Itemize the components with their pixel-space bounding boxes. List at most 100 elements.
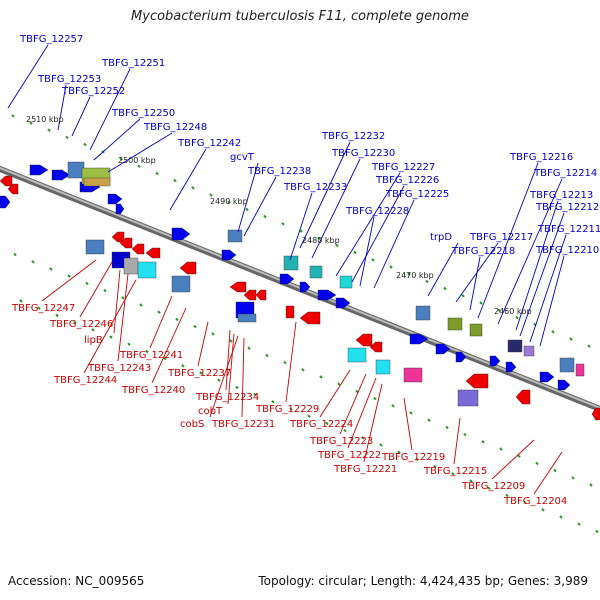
bottom-label-leader: [79, 261, 113, 318]
gene-label-top: TBFG_12218: [451, 246, 515, 257]
scale-tick: [281, 222, 285, 226]
scale-tick: [479, 301, 483, 305]
gene-label-bottom: TBFG_12241: [119, 350, 183, 361]
top-label-leader: [93, 118, 141, 161]
bottom-label-leader: [225, 329, 231, 391]
scale-tick: [109, 335, 113, 339]
reverse-gene: [7, 183, 19, 195]
scale-tick: [155, 171, 159, 176]
scale-tick: [301, 368, 305, 372]
scale-tick: [517, 454, 521, 458]
scale-tick: [461, 294, 465, 298]
scale-tick: [571, 476, 575, 480]
reverse-gene: [131, 243, 145, 255]
top-label-leader: [243, 176, 277, 237]
reverse-gene-box: [457, 389, 479, 407]
top-label-leader: [89, 68, 131, 151]
bottom-label-leader: [41, 259, 97, 302]
reverse-gene: [229, 281, 247, 293]
top-label-leader: [515, 200, 559, 331]
forward-gene-box: [507, 339, 523, 353]
scale-tick: [191, 186, 195, 190]
gene-label-top: TBFG_12253: [37, 74, 101, 85]
reverse-gene-box: [171, 275, 191, 293]
scale-tick: [505, 493, 509, 498]
forward-gene: [29, 164, 49, 176]
forward-gene: [455, 351, 467, 363]
top-label-leader: [71, 96, 91, 137]
forward-gene: [435, 343, 451, 355]
reverse-gene: [369, 341, 383, 353]
scale-tick: [553, 468, 557, 473]
gene-label-top: TBFG_12210: [535, 245, 599, 256]
gene-label-bottom: TBFG_12204: [503, 496, 567, 507]
reverse-gene: [255, 289, 267, 301]
forward-gene-box: [415, 305, 431, 321]
gene-label-top: TBFG_12227: [371, 162, 435, 173]
reverse-gene-box: [403, 367, 423, 383]
scale-tick: [445, 425, 449, 430]
scale-tick: [19, 299, 23, 303]
scale-tick: [193, 324, 197, 329]
forward-gene-box: [67, 161, 85, 179]
top-label-leader: [529, 234, 567, 343]
scale-tick: [91, 328, 95, 332]
scale-tick: [47, 128, 51, 132]
forward-gene: [505, 361, 517, 373]
gene-label-top: TBFG_12216: [509, 152, 573, 163]
top-label-leader: [7, 44, 49, 109]
gene-label-top: TBFG_12214: [533, 168, 597, 179]
bottom-label-leader: [285, 321, 297, 403]
accession-text: Accession: NC_009565: [8, 574, 145, 588]
reverse-gene: [355, 333, 373, 347]
scale-tick: [551, 330, 555, 334]
gene-features: [0, 161, 600, 421]
bottom-label-leader: [227, 333, 235, 405]
scale-tick: [409, 411, 413, 415]
scale-tick: [589, 483, 593, 487]
scale-tick: [163, 356, 167, 361]
scale-tick: [119, 157, 123, 161]
gene-label-bottom: TBFG_12229: [255, 404, 319, 415]
scale-tick: [355, 389, 359, 394]
scale-label: 2480 kbp: [302, 236, 340, 245]
scale-tick: [11, 114, 15, 118]
scale-tick: [13, 252, 17, 257]
scale-tick: [389, 265, 393, 269]
bottom-label-leader: [209, 335, 239, 418]
reverse-gene-box: [347, 347, 367, 363]
forward-gene: [107, 193, 123, 205]
forward-gene-box: [339, 275, 353, 289]
forward-gene-box: [447, 317, 463, 331]
scale-tick: [595, 529, 599, 534]
scale-tick: [247, 346, 251, 350]
scale-tick: [541, 508, 545, 512]
top-label-leader: [289, 192, 313, 261]
gene-label-bottom: TBFG_12243: [87, 363, 151, 374]
bottom-label-leader: [363, 383, 383, 463]
scale-tick: [157, 310, 161, 314]
gene-label-bottom: lipB: [84, 335, 103, 346]
gene-label-bottom: TBFG_12240: [121, 385, 185, 396]
scale-tick: [481, 440, 485, 444]
gene-label-bottom: TBFG_12224: [289, 419, 353, 430]
scale-tick: [85, 281, 89, 286]
scale-tick: [175, 317, 179, 322]
gene-label-bottom: TBFG_12234: [195, 392, 259, 403]
reverse-gene: [515, 389, 531, 405]
scale-tick: [535, 461, 539, 466]
gene-label-top: TBFG_12211: [537, 224, 600, 235]
forward-gene: [409, 333, 429, 345]
bottom-label-leader: [533, 451, 563, 495]
forward-gene-box: [469, 323, 483, 337]
gene-label-bottom: TBFG_12244: [53, 375, 117, 386]
scale-tick: [271, 400, 275, 404]
reverse-gene: [299, 311, 321, 325]
bottom-label-leader: [113, 269, 121, 334]
gene-label-top: trpD: [430, 232, 452, 243]
bottom-label-leader: [197, 321, 209, 367]
bottom-label-leader: [403, 397, 413, 451]
scale-tick: [73, 320, 77, 325]
scale-tick: [139, 303, 143, 307]
bottom-label-leader: [347, 377, 377, 449]
